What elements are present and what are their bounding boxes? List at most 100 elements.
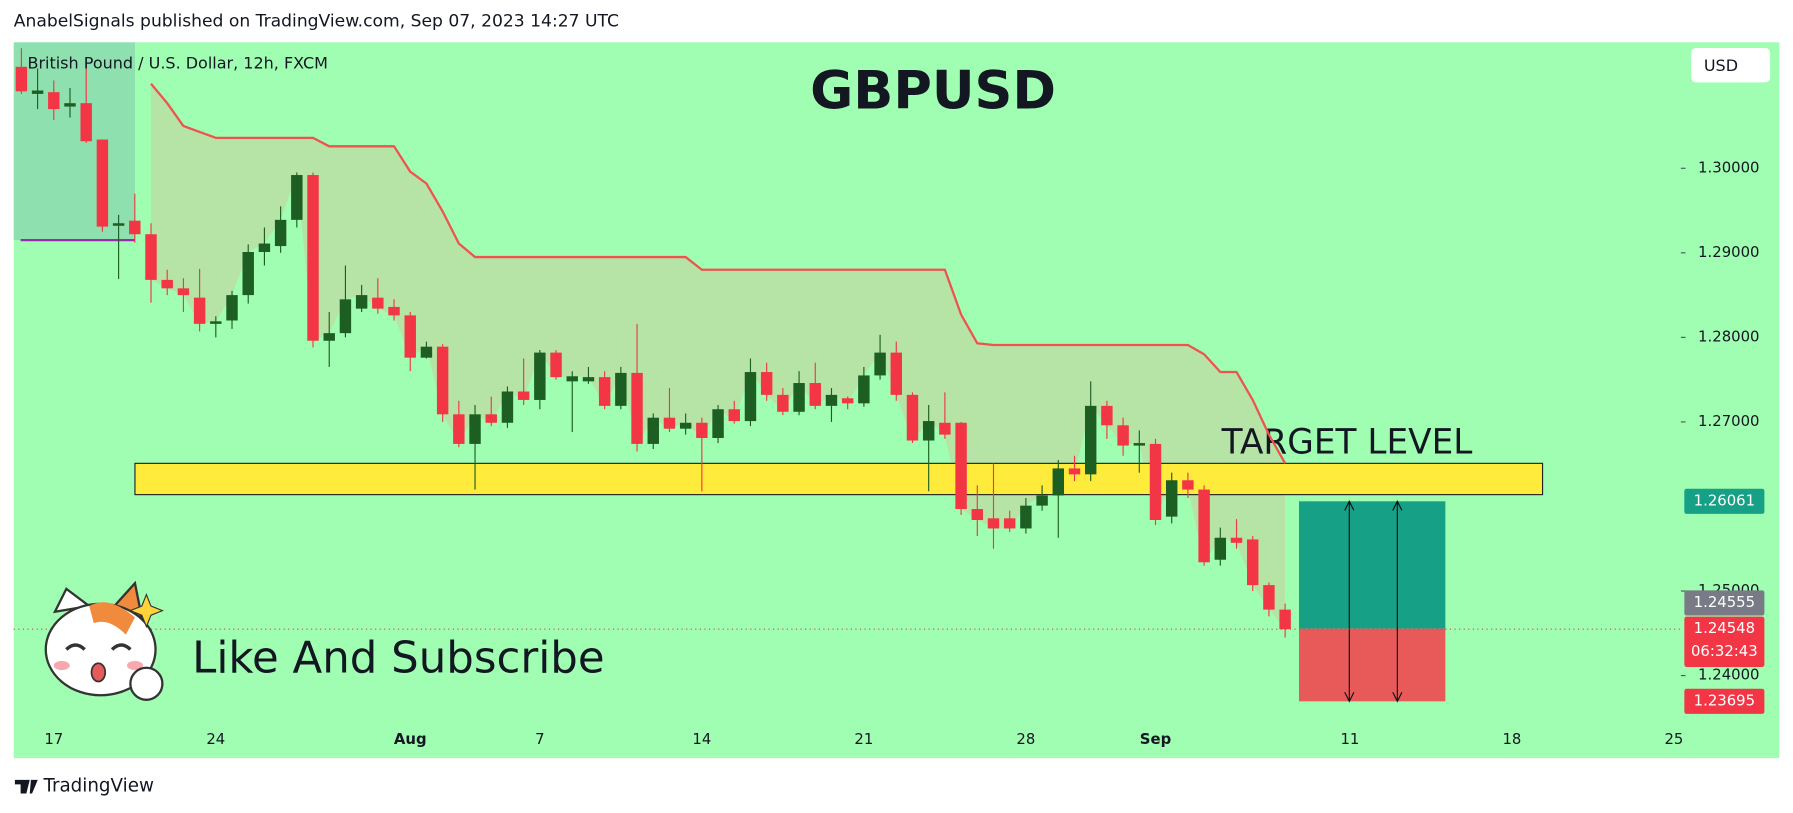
candle-body [1182,480,1194,490]
candle-body [728,409,740,422]
candle-body [1246,539,1259,586]
currency[interactable]: USD [1704,56,1738,75]
symbol: British Pound / U.S. Dollar, 12h, FXCM [27,54,327,73]
x-tick-label: Sep [1140,730,1171,748]
target-zone [134,462,1544,496]
candle-body [372,297,384,309]
candle-body [615,372,627,406]
candle-body [760,372,773,395]
stop-price-label: 1.23695 [1694,691,1755,709]
target-price-label-box [1684,488,1765,514]
candle-body [971,509,984,521]
x-tick-label: 14 [692,730,711,748]
candle-body [64,103,76,107]
x-tick-label: 18 [1502,730,1521,748]
currency-button[interactable] [1691,48,1771,83]
candle-body [161,279,173,289]
candle-body [550,352,562,378]
candle-body [258,243,271,252]
candle-body [663,417,676,429]
position-loss [1298,628,1446,702]
y-tick-label: 1.28000 [1698,327,1759,345]
candle-body [906,394,919,441]
y-tick-label: 1.30000 [1698,158,1759,176]
stop-price-label-box [1684,688,1765,714]
chart-title: GBPUSD [810,60,1056,121]
target-label: TARGET LEVEL [1221,422,1473,462]
target-price-label: 1.26061 [1694,491,1755,509]
candle-body [1133,443,1146,446]
candle-body [1101,405,1113,426]
candle-body [582,377,595,382]
x-tick-label: 7 [535,730,544,748]
x-tick-label: 17 [44,730,63,748]
candle-body [744,372,757,422]
candle-body [777,394,789,412]
position-arrow [1344,500,1355,703]
candle-body [679,422,692,429]
candle-body [291,175,303,220]
y-tick-label: 1.24000 [1698,666,1759,684]
candle-body [841,398,854,404]
candle-body [631,372,643,444]
candle-body [1052,468,1065,496]
footer-logo [14,779,38,794]
candle-body [469,414,481,444]
indicator-shade [13,42,135,241]
cat-icon [44,580,164,701]
candle-body [1036,495,1048,506]
x-tick-label: 28 [1016,730,1035,748]
candle-body [793,383,805,412]
candle-body [874,352,886,376]
x-tick-label: 21 [854,730,873,748]
last-price-label-box [1684,616,1765,667]
candle-body [177,288,190,296]
candle-body [96,139,109,227]
entry-price-label-box [1684,590,1765,616]
candle-body [1279,609,1291,630]
candle-body [1003,518,1016,529]
candle-body [112,223,125,226]
candle-body [1263,585,1275,610]
candle-body [1084,405,1097,475]
candle-body [420,346,433,358]
candle-body [193,297,206,324]
candle-body [242,251,254,296]
last-price-label: 1.24548 [1694,619,1755,637]
x-tick-label: Aug [394,730,427,748]
candle-body [129,220,141,235]
candle-body [1230,537,1243,543]
candle-body [517,391,530,400]
candle-body [939,422,951,435]
candle-body [436,346,449,415]
trail-line [150,83,1287,464]
overlay-text: Like And Subscribe [192,633,604,683]
countdown: 06:32:43 [1691,642,1758,660]
candle-body [388,306,400,316]
plot: TARGET LEVEL [13,48,1681,703]
position-arrow [1392,500,1403,703]
candle-body [1198,489,1210,563]
candle-body [809,383,821,406]
candle-body [922,421,935,441]
candle-body [485,414,497,423]
candle-body [534,352,546,400]
candle-body [955,422,967,510]
candle-body [647,417,659,444]
candle-body [307,175,319,341]
candle-body [501,391,514,423]
candle-body [987,518,1000,529]
candle-body [566,376,578,382]
candle-body [48,92,60,110]
candle-body [274,219,287,247]
candle-body [323,333,335,341]
candle-body [15,66,28,92]
candle-body [1214,537,1227,560]
candle-body [453,414,465,444]
candle-body [404,315,416,358]
candle-body [145,234,157,280]
candle-body [226,295,238,321]
candle-body [355,295,368,309]
footer: TradingView [42,776,154,797]
